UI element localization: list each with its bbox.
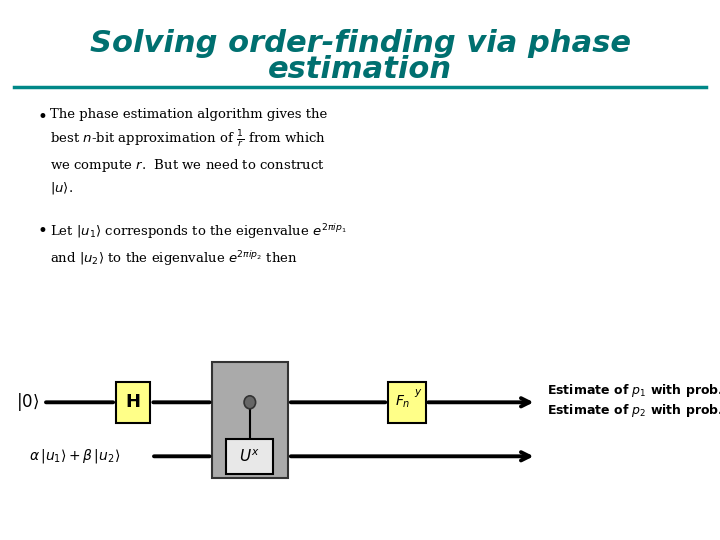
- Text: $F_n$: $F_n$: [395, 394, 411, 410]
- Bar: [212, 362, 288, 478]
- Text: $|0\rangle$: $|0\rangle$: [17, 392, 40, 413]
- Text: The phase estimation algorithm gives the
best $n$-bit approximation of $\frac{1}: The phase estimation algorithm gives the…: [50, 108, 328, 197]
- Text: estimation: estimation: [268, 55, 452, 84]
- Ellipse shape: [244, 396, 256, 409]
- Text: $U^x$: $U^x$: [240, 448, 260, 464]
- Bar: [226, 438, 274, 474]
- Bar: [388, 382, 426, 422]
- Text: H: H: [126, 393, 140, 411]
- Text: Estimate of $p_1$ with prob. $|\alpha|^2$: Estimate of $p_1$ with prob. $|\alpha|^2…: [547, 382, 720, 401]
- Text: Estimate of $p_2$ with prob. $|\beta|^2$: Estimate of $p_2$ with prob. $|\beta|^2$: [547, 402, 720, 421]
- Text: •: •: [37, 222, 48, 240]
- Text: •: •: [37, 108, 48, 126]
- Bar: [116, 382, 150, 422]
- Text: $\alpha\,|u_1\rangle+\beta\,|u_2\rangle$: $\alpha\,|u_1\rangle+\beta\,|u_2\rangle$: [29, 447, 120, 465]
- Text: $y$: $y$: [414, 387, 423, 399]
- Text: Let $|u_1\rangle$ corresponds to the eigenvalue $e^{2\pi ip_1}$
and $|u_2\rangle: Let $|u_1\rangle$ corresponds to the eig…: [50, 222, 347, 268]
- Text: Solving order-finding via phase: Solving order-finding via phase: [89, 29, 631, 58]
